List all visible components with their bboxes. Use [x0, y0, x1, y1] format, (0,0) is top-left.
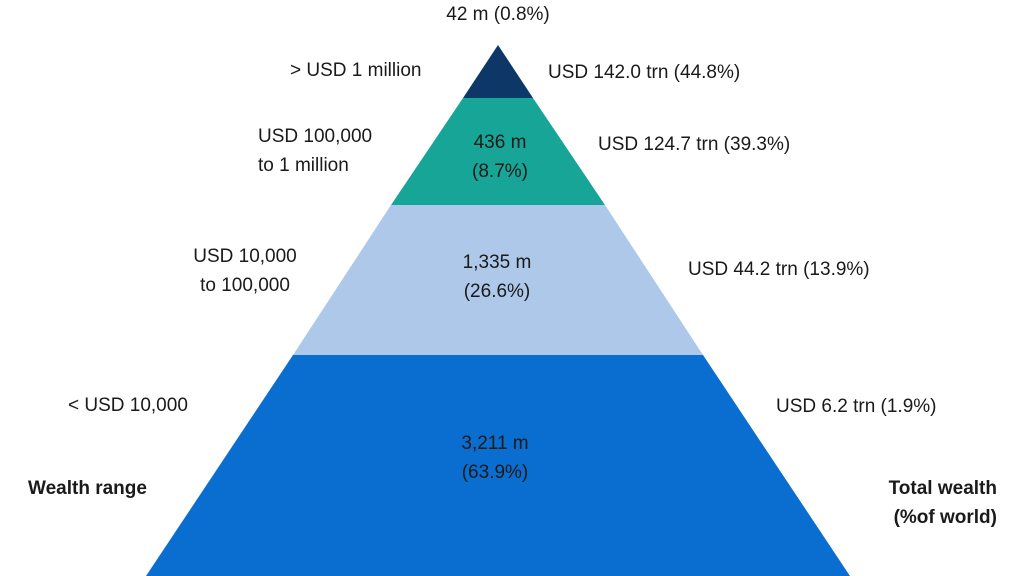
population-label: (8.7%): [472, 161, 528, 182]
wealth-label: USD 6.2 trn (1.9%): [776, 396, 937, 417]
range-label: to 100,000: [200, 275, 290, 296]
range-label: USD 10,000: [193, 246, 297, 267]
range-label: > USD 1 million: [290, 60, 421, 81]
range-label: USD 100,000: [258, 126, 372, 147]
tier-top: [463, 45, 533, 98]
tier-second: [391, 98, 605, 205]
population-label: 436 m: [474, 132, 527, 153]
population-label: (63.9%): [462, 462, 529, 483]
legend-right: Total wealth: [889, 478, 997, 499]
legend-right: (%of world): [894, 507, 997, 528]
wealth-label: USD 142.0 trn (44.8%): [548, 62, 740, 83]
range-label: < USD 10,000: [68, 395, 188, 416]
wealth-label: USD 44.2 trn (13.9%): [688, 259, 870, 280]
population-label: (26.6%): [464, 281, 531, 302]
range-label: to 1 million: [258, 155, 349, 176]
legend-left: Wealth range: [28, 478, 147, 499]
apex-label: 42 m (0.8%): [446, 4, 549, 25]
tier-bottom: [146, 355, 850, 576]
population-label: 3,211 m: [461, 433, 528, 454]
population-label: 1,335 m: [463, 252, 532, 273]
wealth-label: USD 124.7 trn (39.3%): [598, 134, 790, 155]
tier-third: [293, 205, 703, 355]
